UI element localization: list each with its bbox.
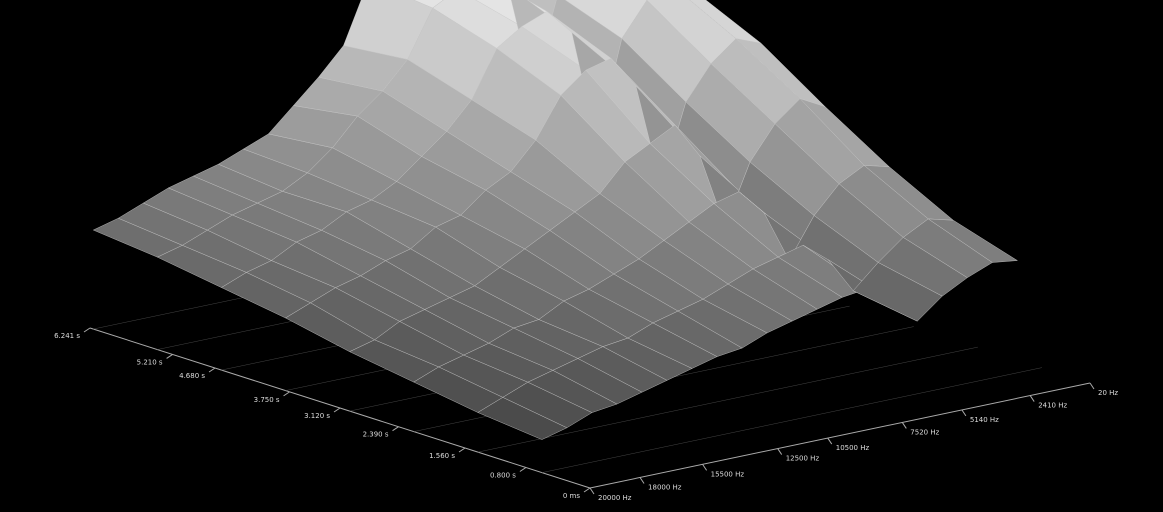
y-tick-label: 5.210 s — [137, 358, 163, 366]
x-tick-label: 20 Hz — [1098, 389, 1118, 397]
x-tick — [703, 464, 707, 470]
y-tick — [167, 354, 173, 358]
page: html, body { margin: 0; padding: 0; back… — [0, 0, 1163, 512]
x-tick-label: 10500 Hz — [836, 444, 870, 452]
x-tick-label: 15500 Hz — [711, 470, 745, 478]
y-tick — [284, 392, 290, 396]
x-tick — [640, 477, 644, 483]
x-tick — [778, 449, 782, 455]
y-tick — [209, 368, 215, 372]
y-tick — [584, 488, 590, 492]
y-tick — [334, 408, 340, 412]
y-tick — [459, 448, 465, 452]
x-tick — [962, 410, 966, 416]
page-body: {"chart_data": {"type": "surface", "x": … — [0, 0, 1163, 512]
x-tick — [590, 488, 594, 494]
y-tick-label: 3.750 s — [254, 396, 280, 404]
x-tick — [828, 438, 832, 444]
x-tick-label: 7520 Hz — [910, 428, 939, 436]
y-tick-label: 1.560 s — [429, 452, 455, 460]
x-tick-label: 20000 Hz — [598, 494, 632, 502]
chart: 20000 Hz 18000 Hz 15500 Hz 12500 Hz 10500 Hz… — [0, 0, 1163, 512]
x-tick — [1090, 383, 1094, 389]
y-tick-label: 6.241 s — [54, 332, 80, 340]
x-tick-label: 12500 Hz — [786, 455, 820, 463]
y-tick — [393, 427, 399, 431]
y-tick — [84, 328, 90, 332]
y-tick-label: 2.390 s — [363, 431, 389, 439]
y-tick-label: 0.800 s — [490, 471, 516, 479]
x-tick — [1030, 396, 1034, 402]
x-axis — [590, 383, 1090, 488]
y-tick-label: 0 ms — [563, 492, 580, 500]
x-tick-label: 18000 Hz — [648, 483, 682, 491]
y-tick-label: 3.120 s — [304, 412, 330, 420]
x-tick-label: 5140 Hz — [970, 416, 999, 424]
y-tick-label: 4.680 s — [179, 372, 205, 380]
x-tick-label: 2410 Hz — [1038, 402, 1067, 410]
x-tick — [902, 422, 906, 428]
y-tick — [520, 467, 526, 471]
